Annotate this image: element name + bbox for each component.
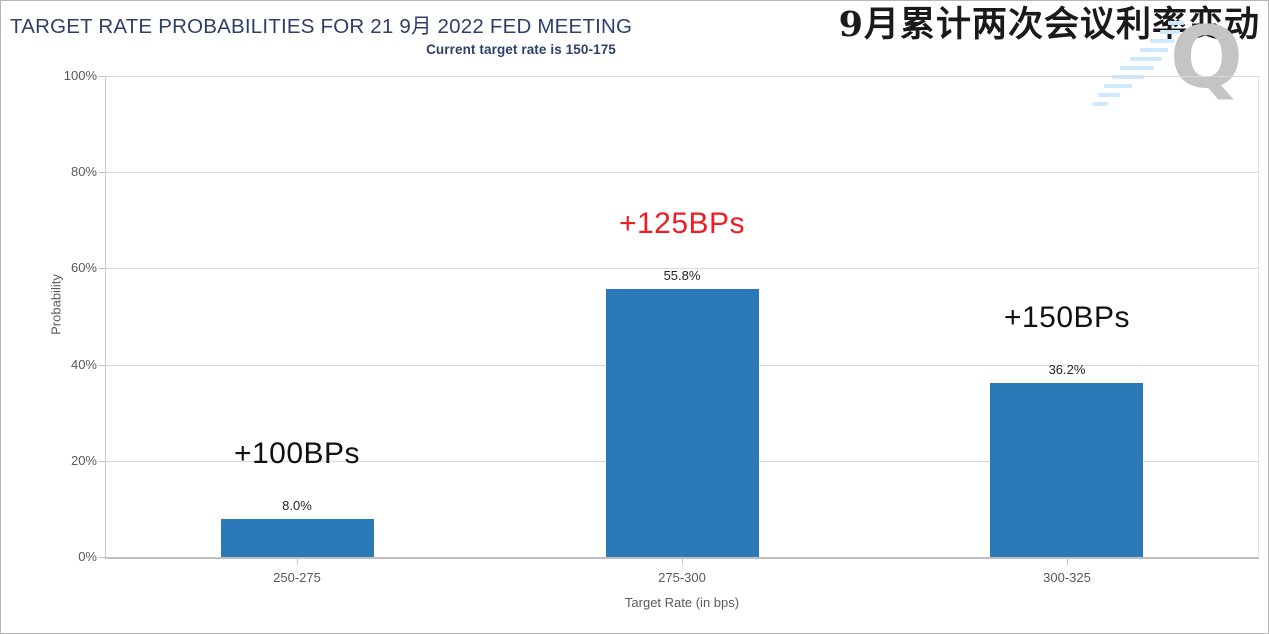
- x-axis-line: [105, 557, 1259, 559]
- bar-annotation: +150BPs: [1003, 301, 1131, 334]
- y-axis-line: [105, 76, 106, 559]
- bar-value-label: 36.2%: [1048, 362, 1086, 377]
- gridline: [105, 76, 1259, 77]
- gridline: [105, 268, 1259, 269]
- y-axis-tick: [99, 365, 105, 366]
- x-axis-tick-label: 250-275: [273, 570, 321, 585]
- gridline: [105, 172, 1259, 173]
- y-axis-tick-label: 60%: [70, 260, 97, 275]
- y-axis-tick-label: 100%: [63, 68, 97, 83]
- chart-subtitle: Current target rate is 150-175: [426, 42, 616, 57]
- watermark-dash: [1140, 48, 1168, 52]
- plot-right-edge: [1258, 76, 1259, 559]
- chinese-headline: 9月累计两次会议利率变动: [838, 4, 1260, 45]
- x-axis-tick: [297, 559, 298, 565]
- x-axis-tick: [682, 559, 683, 565]
- x-axis-tick-label: 275-300: [658, 570, 706, 585]
- plot-area: Target Rate (in bps) 8.0% +100BPs 250-275 5…: [99, 76, 1259, 610]
- y-axis-tick-label: 80%: [70, 164, 97, 179]
- x-axis-tick-label: 300-325: [1043, 570, 1091, 585]
- bar-annotation: +100BPs: [233, 437, 361, 470]
- page-title: TARGET RATE PROBABILITIES FOR 21 9月 2022…: [10, 15, 633, 38]
- bar[interactable]: [606, 289, 759, 557]
- y-axis-tick-labels: 0% 20% 40% 60% 80% 100%: [45, 68, 97, 564]
- bar[interactable]: [221, 519, 374, 557]
- y-axis-tick-label: 40%: [70, 357, 97, 372]
- y-axis-label: Probability: [48, 274, 64, 335]
- bar-annotation: +125BPs: [618, 207, 746, 240]
- bar-value-label: 8.0%: [282, 498, 312, 513]
- bar[interactable]: [990, 383, 1143, 557]
- y-axis-tick: [99, 76, 105, 77]
- x-axis-tick: [1067, 559, 1068, 565]
- y-axis-tick-label: 20%: [70, 453, 97, 468]
- y-axis-tick: [99, 461, 105, 462]
- y-axis-tick: [99, 557, 105, 558]
- y-axis-tick: [99, 172, 105, 173]
- x-axis-label: Target Rate (in bps): [624, 595, 740, 610]
- y-axis-tick: [99, 268, 105, 269]
- watermark-dash: [1120, 66, 1154, 70]
- y-axis-tick-label: 0%: [78, 549, 97, 564]
- watermark-dash: [1130, 57, 1162, 61]
- bar-value-label: 55.8%: [663, 268, 701, 283]
